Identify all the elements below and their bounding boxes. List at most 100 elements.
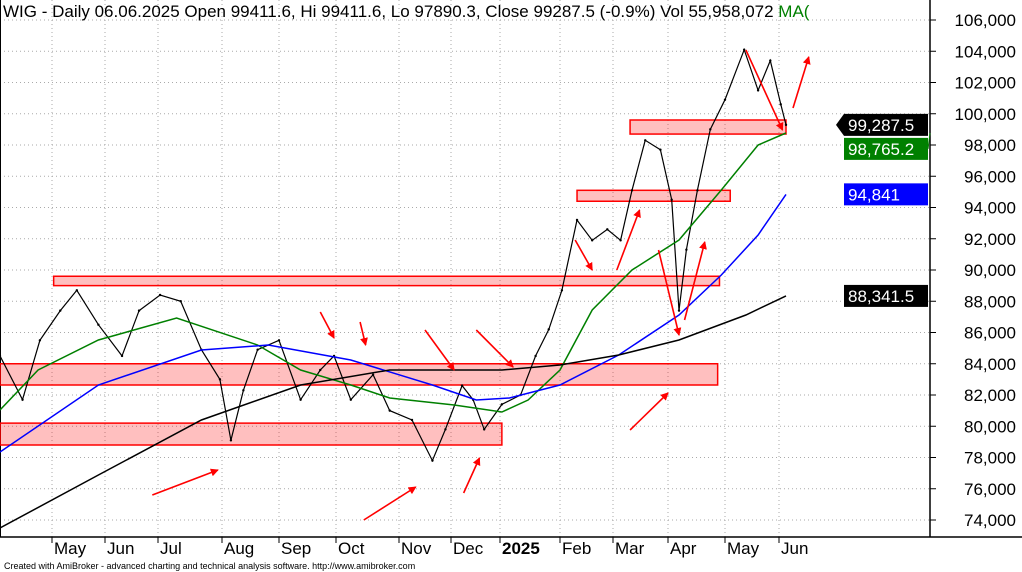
price-point — [120, 354, 124, 358]
price-point — [277, 339, 281, 342]
y-tick-label: 98,000 — [964, 136, 1016, 155]
support-zone — [576, 189, 731, 202]
price-point — [685, 248, 688, 251]
price-point — [630, 189, 634, 192]
price-point — [670, 198, 673, 201]
x-tick-label: Apr — [670, 539, 697, 558]
price-label-text: 99,287.5 — [848, 116, 914, 135]
price-point — [218, 378, 222, 381]
y-tick-label: 106,000 — [955, 11, 1016, 30]
price-point — [158, 293, 162, 297]
annotation-arrow — [363, 486, 417, 521]
price-label: 94,841 — [844, 183, 928, 206]
annotation-arrow — [424, 329, 455, 371]
price-point — [500, 403, 504, 406]
y-tick-label: 86,000 — [964, 324, 1016, 343]
x-tick-label: Dec — [453, 539, 484, 558]
annotation-arrow — [574, 239, 593, 271]
annotation-arrow — [657, 249, 682, 336]
price-point — [444, 428, 447, 431]
price-point — [677, 309, 681, 312]
annotation-arrow — [616, 209, 641, 271]
y-tick-label: 84,000 — [964, 355, 1016, 374]
price-point — [388, 409, 391, 412]
support-zone — [52, 275, 721, 287]
price-point — [784, 123, 788, 127]
price-point — [779, 103, 782, 106]
price-point — [242, 389, 245, 392]
x-tick-label: 2025 — [502, 539, 540, 558]
price-point — [560, 289, 564, 292]
price-point — [299, 398, 302, 401]
x-tick-label: May — [727, 539, 760, 558]
price-point — [59, 309, 62, 312]
x-tick-label: Aug — [224, 539, 254, 558]
price-point — [575, 218, 579, 222]
chart-title: WIG - Daily 06.06.2025 Open 99411.6, Hi … — [3, 2, 809, 22]
x-tick-label: May — [54, 539, 87, 558]
chart-title-text: WIG - Daily 06.06.2025 Open 99411.6, Hi … — [3, 2, 774, 21]
support-zone — [0, 363, 719, 386]
y-tick-label: 92,000 — [964, 230, 1016, 249]
price-point — [709, 128, 712, 131]
price-label-leader — [927, 132, 931, 149]
annotation-arrow — [152, 468, 219, 496]
price-point — [256, 348, 259, 351]
y-tick-label: 94,000 — [964, 199, 1016, 218]
price-point — [534, 354, 537, 358]
price-point — [229, 439, 233, 442]
price-point — [349, 398, 353, 401]
x-tick-label: Nov — [401, 539, 432, 558]
x-tick-label: Oct — [338, 539, 365, 558]
price-label-bg — [836, 113, 928, 136]
annotation-arrow — [629, 392, 669, 431]
annotation-arrow — [745, 49, 784, 131]
price-point — [644, 139, 647, 142]
price-point — [482, 428, 486, 431]
y-tick-label: 104,000 — [955, 42, 1016, 61]
x-tick-label: Mar — [615, 539, 645, 558]
y-tick-label: 90,000 — [964, 261, 1016, 280]
x-tick-label: Feb — [562, 539, 591, 558]
price-point — [431, 459, 434, 462]
price-label: 98,765.2 — [844, 132, 931, 160]
price-point — [137, 309, 141, 312]
y-tick-label: 74,000 — [964, 511, 1016, 530]
price-label-bg — [844, 284, 928, 307]
price-point — [590, 239, 594, 242]
annotation-arrow — [475, 329, 514, 368]
price-point — [21, 398, 24, 401]
ma-green-line — [0, 132, 787, 413]
x-tick-label: Jun — [107, 539, 134, 558]
y-tick-label: 76,000 — [964, 480, 1016, 499]
price-point — [0, 354, 2, 358]
price-label-bg — [844, 137, 928, 160]
y-tick-label: 78,000 — [964, 449, 1016, 468]
support-zone — [629, 119, 787, 135]
price-point — [619, 239, 622, 242]
price-point — [547, 328, 550, 331]
price-point — [606, 228, 609, 231]
y-tick-label: 96,000 — [964, 167, 1016, 186]
price-point — [75, 289, 79, 292]
annotation-arrow — [319, 311, 335, 339]
y-tick-label: 88,000 — [964, 292, 1016, 311]
annotation-arrow — [683, 241, 707, 321]
price-label: 99,287.5 — [836, 113, 928, 136]
y-tick-label: 82,000 — [964, 386, 1016, 405]
x-tick-label: Jun — [781, 539, 808, 558]
price-point — [756, 89, 760, 92]
y-tick-label: 102,000 — [955, 74, 1016, 93]
y-tick-label: 80,000 — [964, 417, 1016, 436]
x-tick-label: Jul — [160, 539, 182, 558]
price-point — [179, 300, 182, 303]
ma-blue-line — [0, 193, 787, 453]
annotation-arrow — [462, 457, 481, 494]
price-point — [659, 148, 662, 151]
price-label-bg — [844, 183, 928, 206]
price-point — [723, 98, 727, 101]
ma-label: MA( — [778, 2, 810, 21]
price-point — [38, 339, 42, 342]
ma-black-line — [0, 295, 787, 529]
price-chart: 74,000 76,000 78,000 80,000 82,000 84,000 86,0… — [0, 0, 1022, 558]
